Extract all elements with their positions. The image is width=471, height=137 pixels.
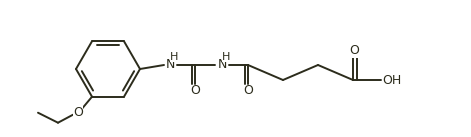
Text: O: O	[243, 85, 253, 98]
Text: O: O	[190, 85, 200, 98]
Text: N: N	[217, 58, 227, 72]
Text: N: N	[165, 58, 175, 72]
Text: H: H	[222, 52, 230, 62]
Text: O: O	[73, 106, 83, 119]
Text: H: H	[170, 52, 178, 62]
Text: O: O	[349, 45, 359, 58]
Text: OH: OH	[382, 73, 402, 86]
